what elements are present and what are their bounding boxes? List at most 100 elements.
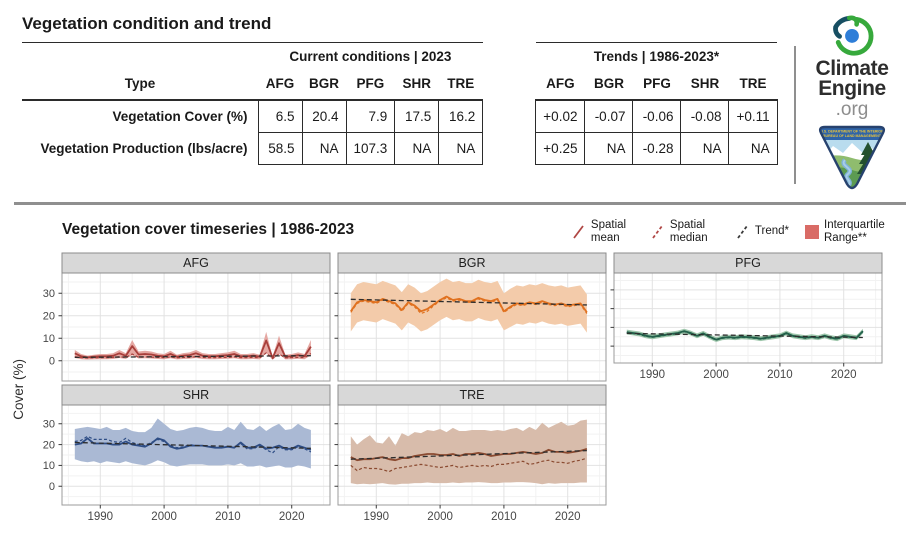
iqr-band (350, 419, 587, 485)
trend-line (350, 449, 587, 460)
trends-table: Trends | 1986-2023* AFG BGR PFG SHR TRE … (535, 42, 778, 165)
facet-header (613, 252, 883, 274)
facet-header (61, 252, 331, 274)
iqr-band (74, 331, 311, 360)
iqr-band (350, 278, 587, 333)
col-header-tre: TRE (438, 69, 483, 101)
climate-engine-icon (833, 15, 874, 56)
production-value-bgr: NA (301, 131, 347, 165)
y-tick-label: 0 (49, 481, 55, 493)
spatial-mean-line (350, 295, 588, 313)
trend-line (74, 441, 311, 449)
x-tick-label: 1990 (87, 511, 113, 523)
timeseries-chart-area: Cover (%) AFG 0 10 20 30 BGR PFG 1990 2000 2010 20… (0, 251, 920, 528)
current-conditions-table: Current conditions | 2023 Type AFG BGR P… (22, 42, 484, 165)
conditions-column-header-row: Type AFG BGR PFG SHR TRE (22, 69, 483, 101)
table-row: +0.25 NA -0.28 NA NA (535, 131, 778, 165)
cover-value-shr: 17.5 (394, 99, 440, 133)
trends-column-header-row: AFG BGR PFG SHR TRE (535, 69, 778, 101)
x-tick-label: 2020 (831, 369, 857, 381)
trend-cover-pfg: -0.06 (632, 99, 682, 133)
dashed-line-icon (652, 225, 663, 239)
trend-col-header-pfg: PFG (632, 69, 681, 101)
trend-production-pfg: -0.28 (632, 131, 682, 165)
trend-line (626, 332, 863, 338)
trend-production-afg: +0.25 (535, 131, 586, 165)
trends-group-row: Trends | 1986-2023* (536, 43, 777, 70)
legend-item-interquartile-range: Interquartile Range** (804, 219, 906, 245)
y-axis-label: Cover (%) (10, 358, 26, 420)
condition-tables-area: Vegetation condition and trend Current c… (14, 8, 780, 194)
trend-col-header-tre: TRE (728, 69, 778, 101)
vertical-divider (794, 46, 796, 184)
x-tick-label: 2010 (767, 369, 793, 381)
trend-cover-bgr: -0.07 (584, 99, 634, 133)
facet-panel-afg: AFG 0 10 20 30 (43, 252, 331, 382)
spatial-median-line (350, 296, 588, 314)
production-value-shr: NA (394, 131, 440, 165)
brand-line2: Engine (818, 76, 886, 100)
table-row: +0.02 -0.07 -0.06 -0.08 +0.11 (535, 99, 778, 133)
chart-legend: Spatial mean Spatial median Trend* Interqua… (571, 217, 906, 245)
timeseries-header: Vegetation cover timeseries | 1986-2023 … (0, 205, 920, 245)
col-header-pfg: PFG (346, 69, 395, 101)
page-title: Vegetation condition and trend (22, 14, 272, 33)
x-tick-label: 2010 (215, 511, 241, 523)
type-column-label: Type (22, 69, 258, 101)
section-divider (14, 201, 906, 205)
brand-text: Climate Engine .org (815, 57, 889, 120)
cover-value-bgr: 20.4 (301, 99, 347, 133)
x-tick-label: 2010 (491, 511, 517, 523)
spatial-median-line (74, 351, 312, 359)
square-icon (805, 224, 819, 239)
svg-text:U.S. DEPARTMENT OF THE INTERIO: U.S. DEPARTMENT OF THE INTERIOR (820, 130, 884, 134)
col-header-afg: AFG (258, 69, 302, 101)
facet-title: PFG (735, 256, 761, 270)
vegetation-timeseries-chart: AFG 0 10 20 30 BGR PFG 1990 2000 2010 2020 SHR 0 10 20… (28, 251, 886, 528)
y-tick-label: 30 (43, 288, 55, 300)
y-tick-label: 0 (49, 355, 55, 367)
trend-cover-shr: -0.08 (680, 99, 730, 133)
brand-line3: .org (835, 98, 869, 120)
row-label-production: Vegetation Production (lbs/acre) (40, 140, 248, 156)
trend-production-bgr: NA (584, 131, 634, 165)
legend-label: Interquartile Range** (824, 218, 885, 244)
cover-value-pfg: 7.9 (345, 99, 396, 133)
trend-production-shr: NA (680, 131, 730, 165)
legend-label: Spatial mean (590, 218, 627, 244)
legend-label: Spatial median (669, 218, 708, 244)
brand-line1: Climate (815, 57, 889, 80)
x-tick-label: 2020 (555, 511, 581, 523)
col-header-bgr: BGR (302, 69, 346, 101)
x-tick-label: 1990 (363, 511, 389, 523)
facet-panel-shr: SHR 0 10 20 30 1990 2000 2010 2020 (43, 384, 331, 523)
trend-cover-afg: +0.02 (535, 99, 586, 133)
legend-item-spatial-median: Spatial median (650, 219, 720, 245)
y-tick-label: 20 (43, 310, 55, 322)
solid-line-icon (573, 225, 584, 239)
condition-section: Vegetation condition and trend Current c… (0, 0, 920, 194)
col-header-shr: SHR (394, 69, 439, 101)
facet-panel-pfg: PFG 1990 2000 2010 2020 (610, 252, 883, 381)
x-tick-label: 2000 (703, 369, 729, 381)
facet-header (337, 252, 607, 274)
x-tick-label: 2020 (279, 511, 305, 523)
facet-panel-bgr: BGR (334, 252, 607, 382)
x-tick-label: 1990 (639, 369, 665, 381)
spatial-mean-line (350, 447, 588, 461)
trend-line (350, 298, 587, 306)
vegetation-cover-timeseries-figure: AFG 0 10 20 30 BGR PFG 1990 2000 2010 2020 SHR 0 10 20… (43, 252, 883, 523)
facet-header (337, 384, 607, 406)
cover-value-afg: 6.5 (257, 99, 303, 133)
spatial-median-line (350, 457, 588, 473)
table-row: Vegetation Production (lbs/acre) 58.5 NA… (22, 131, 484, 165)
trend-production-tre: NA (728, 131, 778, 165)
trend-col-header-afg: AFG (535, 69, 585, 101)
legend-item-trend: Trend* (735, 219, 789, 245)
row-label-cover: Vegetation Cover (%) (112, 108, 248, 124)
climate-engine-logo: Climate Engine .org U.S. DEPARTMENT OF T… (796, 8, 908, 194)
spatial-mean-line (626, 329, 864, 341)
facet-panel-tre: TRE 1990 2000 2010 2020 (334, 384, 607, 523)
trends-group-header: Trends | 1986-2023* (593, 48, 720, 64)
production-value-afg: 58.5 (257, 131, 303, 165)
